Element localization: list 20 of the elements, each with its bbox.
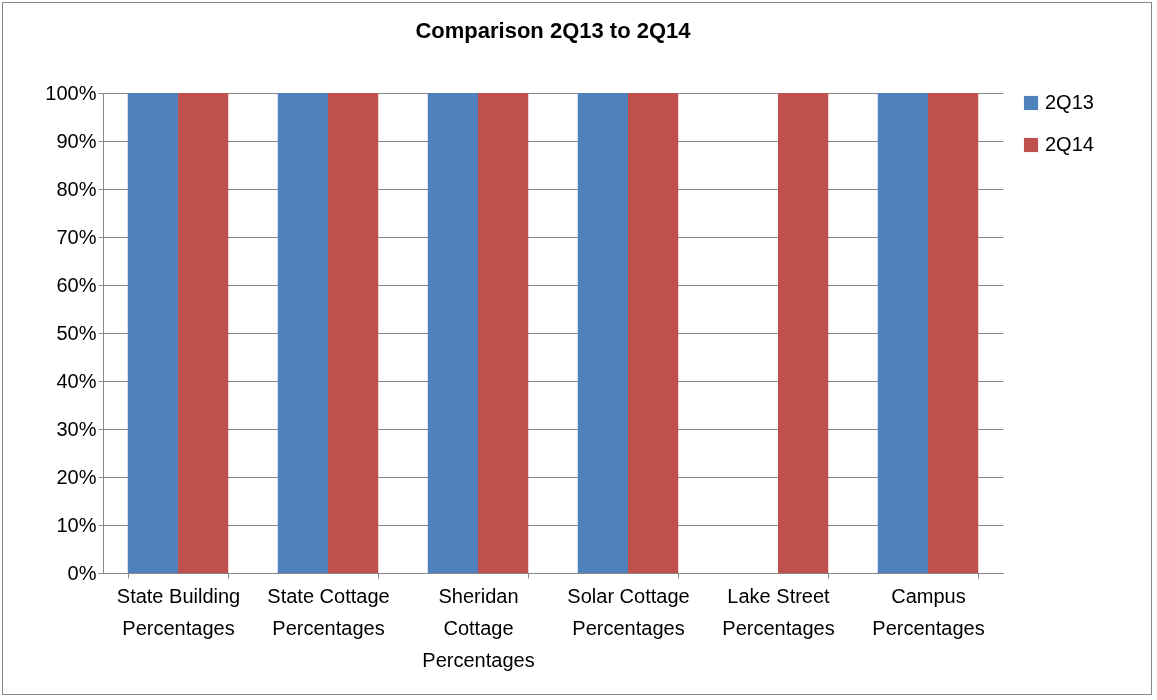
legend-label: 2Q13 xyxy=(1045,91,1094,113)
y-tick-label: 20% xyxy=(56,465,97,488)
x-tick-label: State Building Percentages xyxy=(116,584,241,639)
y-tick-label: 0% xyxy=(67,561,97,584)
y-tick-label: 100% xyxy=(45,81,97,104)
x-tick-label: Solar Cottage Percentages xyxy=(567,584,690,639)
y-tick-label: 10% xyxy=(56,513,97,536)
y-tick-label: 40% xyxy=(56,369,97,392)
y-tick-label: 90% xyxy=(56,129,97,152)
y-tick-label: 50% xyxy=(56,321,97,344)
x-tick-label: Sheridan Cottage Percentages xyxy=(422,584,535,671)
y-tick-label: 30% xyxy=(56,417,97,440)
x-tick-label: Lake Street Percentages xyxy=(722,584,835,639)
x-tick-label: Campus Percentages xyxy=(872,584,985,639)
chart-title: Comparison 2Q13 to 2Q14 xyxy=(415,18,692,43)
x-tick-label: State Cottage Percentages xyxy=(267,584,390,639)
legend-label: 2Q14 xyxy=(1045,133,1094,155)
y-tick-label: 60% xyxy=(56,273,97,296)
y-tick-label: 80% xyxy=(56,177,97,200)
y-tick-label: 70% xyxy=(56,225,97,248)
